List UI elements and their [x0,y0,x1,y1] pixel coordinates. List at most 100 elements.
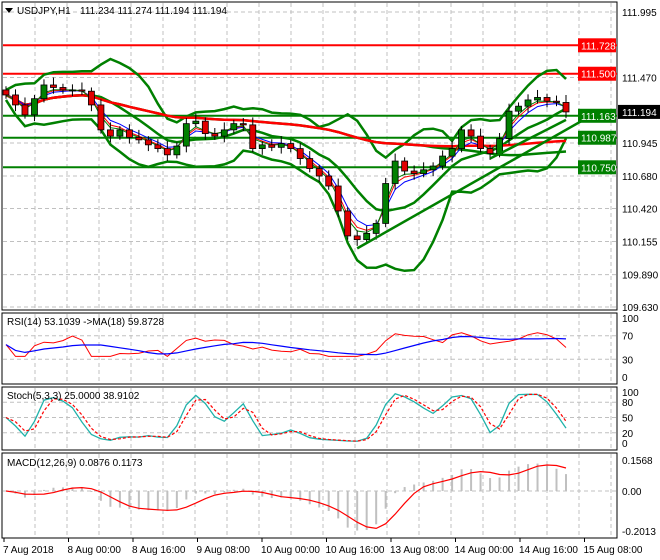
candle [69,89,76,92]
rsi-tick-label: 70 [622,332,634,343]
candle [477,135,484,149]
candle [78,89,86,92]
candle [287,143,295,149]
trendline [489,118,567,160]
candle [220,129,228,137]
time-tick-label: 10 Aug 16:00 [326,545,385,556]
candle [420,169,428,174]
macd-tick-label: 0.1568 [622,456,653,467]
candle [230,123,238,131]
current-price-badge [618,104,660,119]
candle [50,84,57,88]
macd-label: MACD(12,26,9) 0.0876 0.1173 [7,458,143,469]
rsi-ma-line [5,335,567,356]
time-tick-label: 7 Aug 2018 [3,545,54,556]
candle [40,84,48,100]
stoch-label: Stoch(5,3,3) 25.0000 38.9102 [7,391,140,402]
candle [163,148,171,156]
candle [296,148,304,159]
candle [543,97,551,102]
time-tick-label: 8 Aug 00:00 [68,545,122,556]
symbol-label: USDJPY,H1 [17,6,71,17]
candle [192,120,200,125]
price-tick-label: 110.420 [622,204,658,215]
time-tick-label: 9 Aug 08:00 [197,545,251,556]
rsi-panel[interactable]: 100 70 30 0 RSI(14) 53.1039 ->MA(18) 59.872… [1,312,639,385]
candle [88,90,95,106]
price-level-label: 111.728 [581,41,616,52]
price-level-badge [578,130,616,145]
candle [467,129,475,137]
price-level-label: 111.500 [581,70,616,81]
candle [97,104,105,131]
price-tick-label: 110.155 [622,238,658,249]
candle [2,89,10,96]
candle [382,183,390,224]
candle [211,133,219,137]
candle [524,99,532,107]
trendline [356,112,596,250]
candle [553,100,560,103]
candle [325,175,333,187]
macd-panel[interactable]: 0.1568 0.00 -0.2013 MACD(12,26,9) 0.0876 0… [1,452,656,539]
candle [334,185,342,212]
time-tick-label: 14 Aug 00:00 [455,545,514,556]
candle [439,155,447,167]
stoch-tick-label: 80 [622,398,634,409]
candle [515,105,522,112]
candle [277,143,285,148]
price-level-label: 111.163 [581,112,616,123]
time-tick-label: 13 Aug 08:00 [390,545,449,556]
current-price-label: 111.194 [622,108,657,119]
candle [258,144,266,149]
time-tick-label: 15 Aug 08:00 [584,545,643,556]
candle [31,98,38,116]
candle [344,210,352,237]
price-level-badge [578,66,616,81]
candle [306,158,314,169]
price-panel[interactable]: 111.728 111.500 111.163 110.987 110.750 111.… [1,1,660,314]
candle [315,168,323,177]
candle [401,160,409,172]
time-axis: 7 Aug 2018 8 Aug 00:00 8 Aug 16:00 9 Aug 08… [3,538,643,556]
stoch-tick-label: 50 [622,414,634,425]
candle [21,104,29,116]
time-tick-label: 14 Aug 16:00 [519,545,578,556]
stoch-main-line [5,393,567,442]
candle [458,129,465,149]
price-tick-label: 111.995 [622,8,657,19]
price-level-badge [578,160,616,175]
candle [429,165,437,171]
candle [107,129,114,137]
candle [268,144,276,148]
candle [239,123,247,126]
candle [505,110,513,140]
macd-signal-line [5,464,567,530]
rsi-tick-label: 30 [622,355,634,366]
candle [173,145,181,156]
rsi-label: RSI(14) 53.1039 ->MA(18) 59.8728 [7,317,164,328]
candle [448,148,456,157]
stoch-signal-line [5,393,567,442]
price-tick-label: 110.680 [622,172,658,183]
candle [116,129,124,137]
price-level-badge [578,38,616,53]
candle [372,223,380,234]
candle [201,120,209,135]
price-tick-label: 110.945 [622,139,658,150]
candle [353,235,361,241]
candle [125,129,133,138]
stoch-tick-label: 100 [622,388,639,399]
candle [135,136,143,141]
candle [144,139,152,146]
price-tick-label: 111.470 [622,73,657,84]
candle [410,170,418,174]
rsi-tick-label: 100 [622,314,639,325]
time-tick-label: 10 Aug 00:00 [261,545,320,556]
candle [59,87,67,91]
bollinger-middle [5,93,567,213]
triangle-down-icon[interactable] [5,8,13,13]
candle [562,102,570,113]
